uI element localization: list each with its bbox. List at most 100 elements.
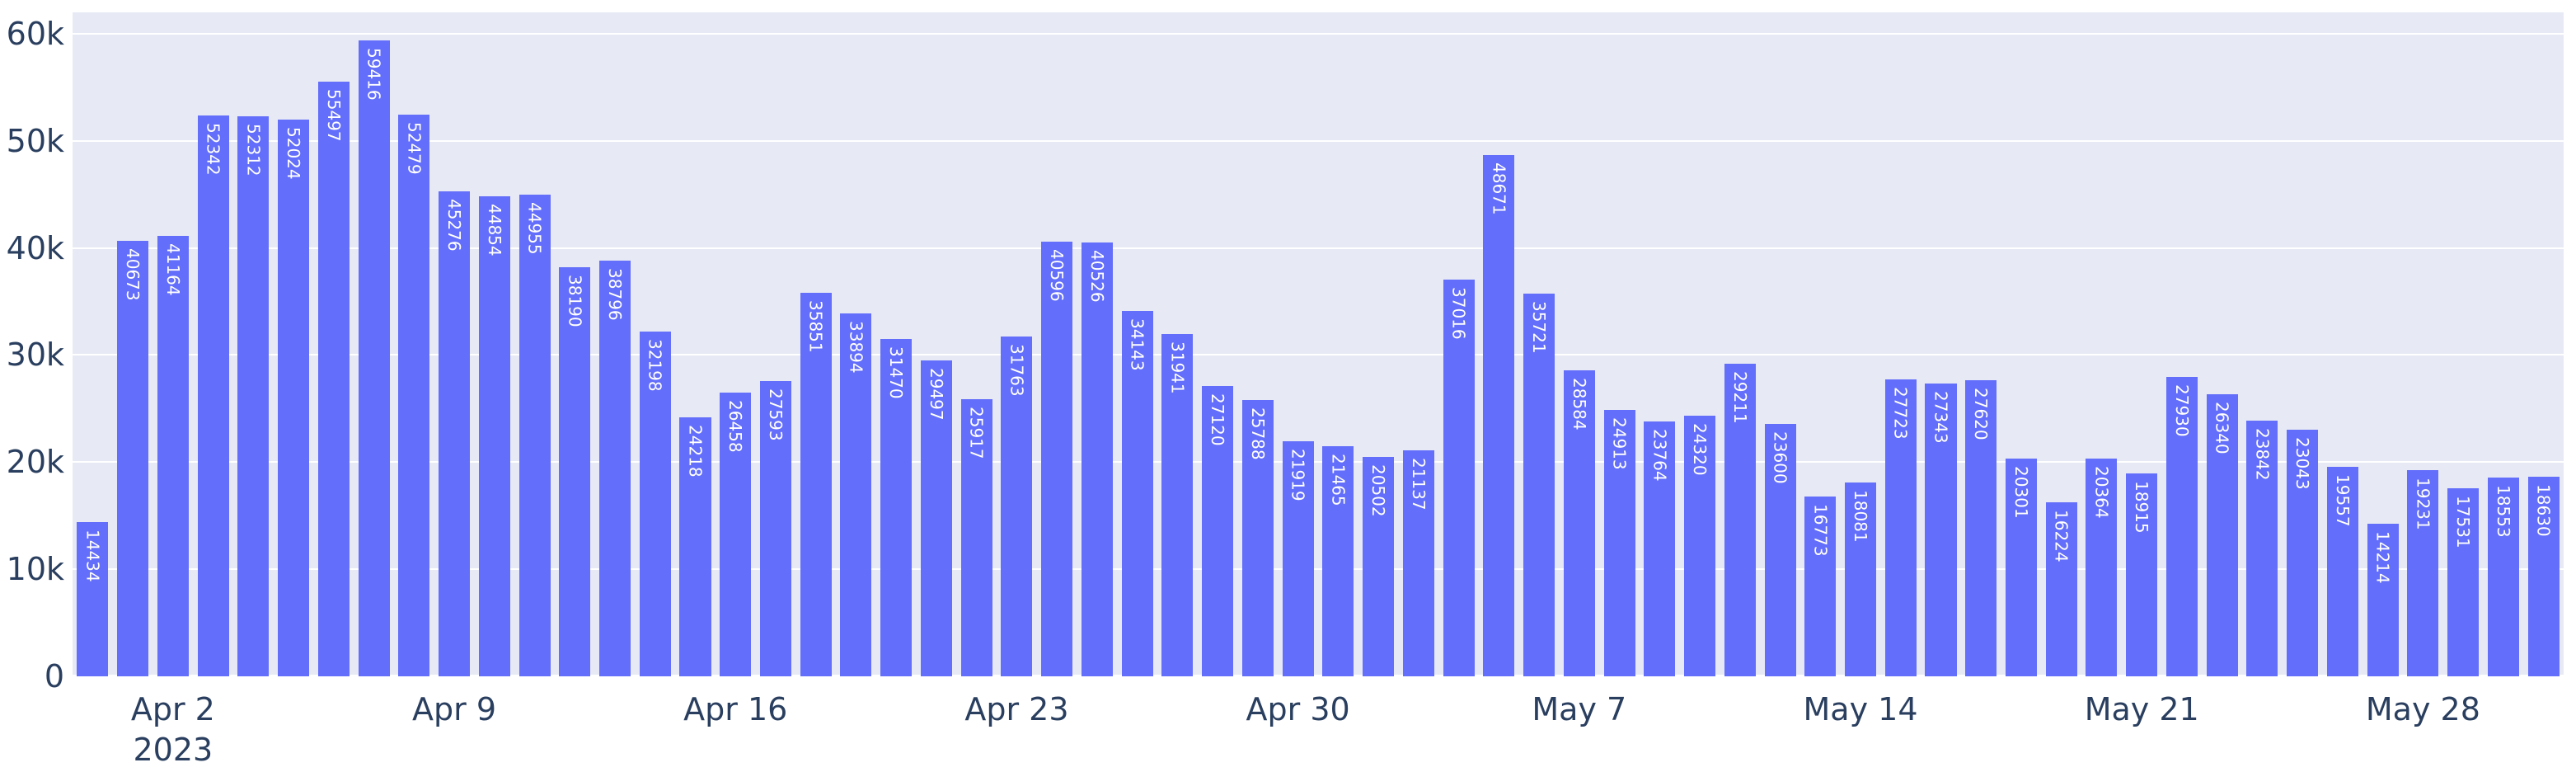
bar[interactable]: 23600 [1764,423,1796,676]
bar[interactable]: 40673 [117,240,149,676]
bar-value-label: 21465 [1328,454,1349,506]
bar[interactable]: 33894 [840,313,872,676]
bar-value-label: 19231 [2413,478,2433,530]
bar[interactable]: 35851 [800,292,832,676]
bar-value-label: 31470 [886,346,907,400]
bar-value-label: 19557 [2332,474,2353,527]
x-axis-tick-label: May 28 [2365,691,2480,727]
bar-value-label: 31763 [1006,343,1027,397]
bar-value-label: 55497 [323,89,344,143]
x-axis-year-label: 2023 [133,732,213,769]
bar[interactable]: 31470 [880,339,913,676]
bar-value-label: 16224 [2051,510,2072,563]
bar[interactable]: 52342 [197,115,229,676]
bar[interactable]: 21919 [1282,441,1314,676]
bar[interactable]: 38796 [599,261,631,676]
bar[interactable]: 18081 [1845,482,1877,676]
bar-value-label: 35851 [805,299,826,353]
bar[interactable]: 18915 [2126,473,2158,676]
bar-value-label: 18553 [2493,485,2513,538]
bar[interactable]: 35721 [1523,294,1555,676]
bar[interactable]: 23043 [2287,429,2319,676]
bar-value-label: 21919 [1288,449,1308,502]
bar[interactable]: 52479 [398,114,430,676]
bar[interactable]: 18630 [2527,477,2560,676]
bar[interactable]: 18553 [2487,478,2519,676]
bar[interactable]: 24320 [1684,416,1716,676]
bar[interactable]: 23764 [1644,421,1676,676]
bar[interactable]: 14434 [77,521,109,676]
bar-value-label: 27593 [765,388,786,441]
x-axis-tick-label: May 7 [1532,691,1627,727]
bar[interactable]: 40596 [1041,241,1073,676]
bar[interactable]: 55497 [317,82,350,676]
bar[interactable]: 20364 [2086,458,2118,676]
bar[interactable]: 52024 [278,119,310,676]
bar-value-label: 23764 [1649,429,1670,482]
bar[interactable]: 31763 [1001,336,1033,676]
bar[interactable]: 59416 [358,40,390,676]
bar[interactable]: 48671 [1483,155,1515,676]
bar[interactable]: 21465 [1322,446,1354,676]
bar[interactable]: 25788 [1241,400,1274,676]
bar[interactable]: 32198 [639,331,671,676]
bar[interactable]: 44854 [478,195,510,676]
bar-value-label: 25788 [1247,407,1268,460]
gridline-0 [73,675,2564,676]
bar[interactable]: 44955 [518,195,551,676]
bar[interactable]: 28584 [1563,370,1595,676]
bar-value-label: 27620 [1971,388,1992,441]
bar[interactable]: 25917 [960,398,992,676]
bar-value-label: 35721 [1529,301,1550,354]
bar-value-label: 45276 [444,199,465,252]
bar[interactable]: 19557 [2326,467,2358,676]
bar-value-label: 32198 [645,338,665,392]
bar-value-label: 41164 [162,242,183,296]
bar[interactable]: 27343 [1925,383,1957,676]
bar[interactable]: 16224 [2045,502,2077,676]
bar-value-label: 16773 [1810,504,1831,557]
bar[interactable]: 24913 [1603,409,1635,676]
bar[interactable]: 27620 [1965,380,1997,676]
bar[interactable]: 34143 [1121,310,1153,676]
bar[interactable]: 20502 [1363,456,1395,676]
bar[interactable]: 31941 [1161,334,1194,676]
bar-value-label: 24218 [685,424,706,478]
bar[interactable]: 16773 [1804,497,1837,676]
bar[interactable]: 27723 [1884,379,1917,676]
y-axis-tick-label: 60k [6,15,64,52]
bar-value-label: 29497 [926,368,946,421]
bar[interactable]: 29497 [920,360,952,676]
bar[interactable]: 41164 [157,235,189,676]
bar[interactable]: 21137 [1402,450,1434,676]
bar[interactable]: 27930 [2165,377,2198,676]
bar[interactable]: 52312 [237,115,270,676]
bar[interactable]: 27593 [759,380,791,676]
x-axis-tick-label: Apr 2 2023 [131,690,215,771]
bar[interactable]: 14214 [2367,524,2399,676]
bar[interactable]: 26340 [2206,394,2238,676]
bar[interactable]: 38190 [559,267,591,676]
bar[interactable]: 26458 [720,393,752,676]
bar-value-label: 14434 [82,529,103,582]
bar[interactable]: 19231 [2407,470,2439,676]
bar[interactable]: 37016 [1443,280,1475,676]
bar-value-label: 34143 [1127,318,1147,371]
bar[interactable]: 23842 [2246,421,2278,676]
bar-value-label: 31941 [1167,341,1188,394]
bar[interactable]: 27120 [1202,385,1234,676]
bar-value-label: 25917 [966,406,987,459]
bar-value-label: 18081 [1851,490,1870,543]
bar-value-label: 33894 [846,320,866,374]
bar[interactable]: 17531 [2447,488,2480,676]
bar-value-label: 24913 [1609,417,1630,470]
bar-value-label: 59416 [364,47,384,101]
bar[interactable]: 45276 [439,191,471,676]
bar[interactable]: 29211 [1724,363,1756,676]
y-axis-tick-label: 20k [6,444,64,481]
bar-value-label: 48671 [1489,162,1509,215]
bar[interactable]: 40526 [1081,242,1113,676]
bar[interactable]: 24218 [679,417,711,676]
bar[interactable]: 20301 [2005,459,2037,676]
